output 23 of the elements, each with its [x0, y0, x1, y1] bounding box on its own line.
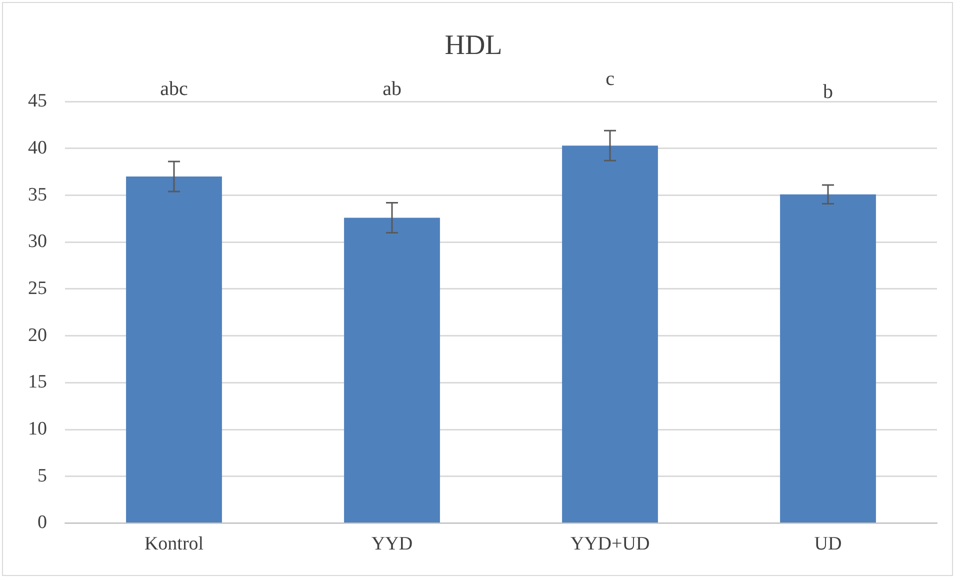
y-tick-label: 20	[28, 324, 47, 346]
y-tick-label: 25	[28, 278, 47, 299]
y-tick-label: 0	[38, 512, 47, 534]
y-tick-label: 30	[28, 231, 47, 252]
text: c	[606, 68, 615, 90]
bar	[344, 218, 440, 522]
text: abc	[160, 78, 188, 100]
x-tick-label: YYD+UD	[570, 534, 650, 555]
text: ab	[382, 78, 402, 100]
x-tick-label: YYD	[371, 534, 413, 555]
x-tick-label: UD	[814, 534, 842, 555]
bar	[780, 194, 876, 522]
y-tick-label: 40	[28, 137, 47, 158]
y-tick-label: 15	[28, 372, 47, 393]
y-tick-label: 35	[28, 184, 47, 206]
bar	[562, 146, 658, 522]
chart-title: HDL	[444, 30, 502, 62]
bar	[126, 176, 222, 522]
y-tick-label: 5	[38, 465, 47, 486]
y-tick-label: 10	[28, 418, 47, 440]
x-tick-label: Kontrol	[144, 534, 204, 555]
y-tick-label: 45	[28, 90, 47, 112]
annotation: b	[823, 80, 833, 103]
